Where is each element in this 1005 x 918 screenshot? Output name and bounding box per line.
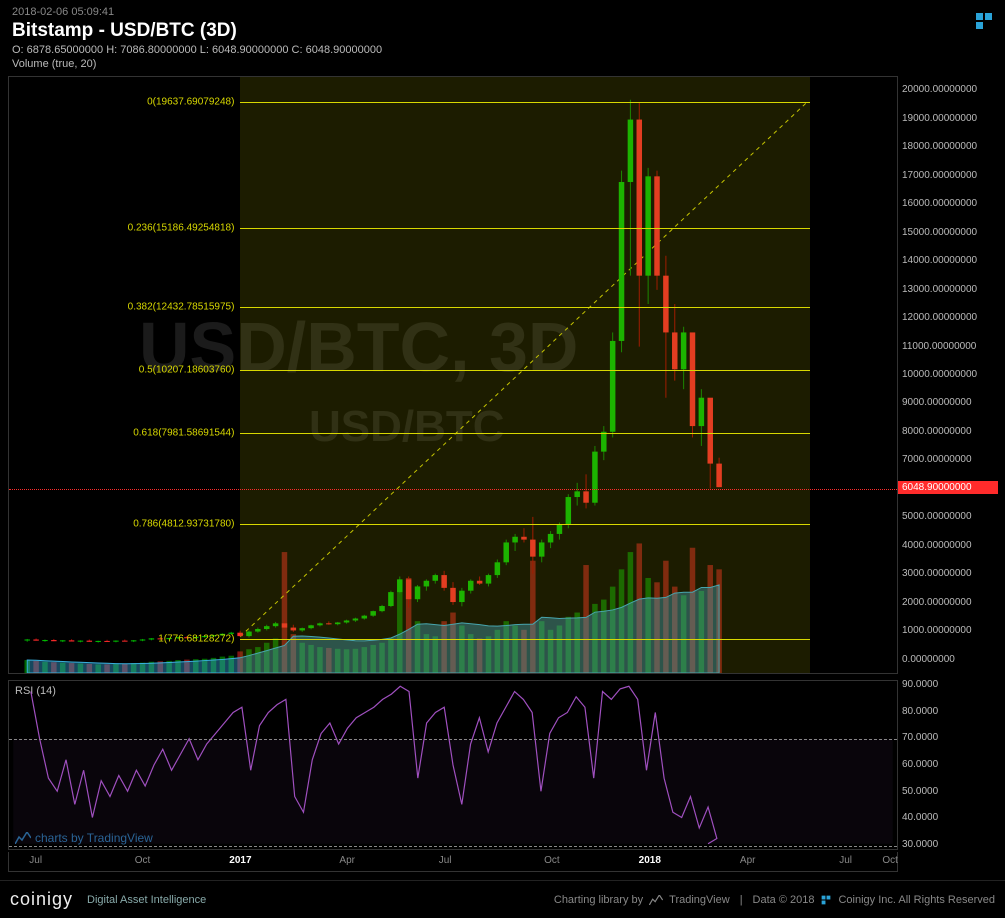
- price-tick: 2000.00000000: [902, 597, 972, 608]
- price-tick: 9000.00000000: [902, 397, 972, 408]
- rsi-band-line: [9, 739, 897, 740]
- price-tick: 3000.00000000: [902, 568, 972, 579]
- current-price-marker: 6048.90000000: [898, 481, 998, 494]
- rsi-tick: 30.0000: [902, 839, 938, 850]
- fib-label: 1(776.68128272): [158, 633, 234, 644]
- time-tick: Oct: [135, 855, 151, 866]
- tradingview-brand[interactable]: charts by TradingView: [15, 831, 153, 845]
- rsi-svg: [9, 681, 897, 849]
- price-tick: 10000.00000000: [902, 369, 977, 380]
- price-tick: 15000.00000000: [902, 227, 977, 238]
- price-tick: 20000.00000000: [902, 84, 977, 95]
- price-tick: 18000.00000000: [902, 141, 977, 152]
- time-tick: 2017: [229, 855, 251, 866]
- rsi-tick: 70.0000: [902, 732, 938, 743]
- price-tick: 17000.00000000: [902, 170, 977, 181]
- footer-tv[interactable]: TradingView: [669, 894, 730, 906]
- fib-line: [240, 102, 810, 103]
- fib-line: [240, 524, 810, 525]
- tradingview-brand-text: charts by TradingView: [35, 831, 153, 845]
- time-tick: Oct: [544, 855, 560, 866]
- timestamp: 2018-02-06 05:09:41: [12, 6, 382, 18]
- rsi-tick: 50.0000: [902, 786, 938, 797]
- footer-copyright: Data © 2018: [753, 894, 815, 906]
- price-tick: 4000.00000000: [902, 540, 972, 551]
- fib-label: 0.236(15186.49254818): [128, 223, 235, 234]
- fib-label: 0.786(4812.93731780): [133, 518, 234, 529]
- fib-label: 0.618(7981.58691544): [133, 428, 234, 439]
- fib-line: [240, 228, 810, 229]
- price-tick: 14000.00000000: [902, 255, 977, 266]
- rsi-tick: 60.0000: [902, 759, 938, 770]
- tradingview-icon: [649, 895, 663, 905]
- footer-right: Charting library by TradingView | Data ©…: [554, 894, 995, 906]
- volume-label: Volume (true, 20): [12, 58, 382, 70]
- time-tick: Jul: [439, 855, 452, 866]
- fib-label: 0.382(12432.78515975): [128, 301, 235, 312]
- rsi-tick: 90.0000: [902, 679, 938, 690]
- app-root: 2018-02-06 05:09:41 Bitstamp - USD/BTC (…: [0, 0, 1005, 918]
- fib-line: [240, 370, 810, 371]
- price-tick: 16000.00000000: [902, 198, 977, 209]
- chart-title: Bitstamp - USD/BTC (3D): [12, 20, 382, 42]
- price-tick: 7000.00000000: [902, 454, 972, 465]
- fib-label: 0(19637.69079248): [147, 96, 234, 107]
- fib-line: [240, 639, 810, 640]
- price-tick: 12000.00000000: [902, 312, 977, 323]
- current-price-line: [9, 489, 897, 490]
- fib-line: [240, 307, 810, 308]
- ohlc-high: 7086.80000000: [120, 44, 196, 56]
- coinigy-logo-icon[interactable]: [969, 6, 999, 36]
- rsi-tick: 40.0000: [902, 812, 938, 823]
- price-tick: 1000.00000000: [902, 625, 972, 636]
- price-tick: 13000.00000000: [902, 284, 977, 295]
- price-axis[interactable]: 0.00000000 1000.00000000 2000.00000000 3000…: [898, 76, 998, 674]
- rsi-pane[interactable]: RSI (14) charts by TradingView: [8, 680, 898, 850]
- rsi-tick: 80.0000: [902, 706, 938, 717]
- fib-label: 0.5(10207.18603760): [139, 365, 235, 376]
- fib-line: [240, 433, 810, 434]
- footer-rights: Coinigy Inc. All Rights Reserved: [838, 894, 995, 906]
- time-tick: Oct: [882, 855, 898, 866]
- time-tick: 2018: [639, 855, 661, 866]
- rsi-label: RSI (14): [15, 685, 56, 697]
- footer-brand-logo[interactable]: coinigy: [10, 889, 73, 910]
- ohlc-readout: O: 6878.65000000 H: 7086.80000000 L: 604…: [12, 44, 382, 56]
- footer-tagline: Digital Asset Intelligence: [87, 894, 206, 906]
- time-axis[interactable]: Jul Oct 2017 Apr Jul Oct 2018 Apr Jul Oct: [8, 852, 898, 872]
- time-tick: Apr: [339, 855, 355, 866]
- price-tick: 8000.00000000: [902, 426, 972, 437]
- footer: coinigy Digital Asset Intelligence Chart…: [0, 880, 1005, 918]
- highlight-zone: [240, 77, 810, 673]
- time-tick: Apr: [740, 855, 756, 866]
- price-tick: 11000.00000000: [902, 341, 976, 352]
- price-chart[interactable]: USD/BTC, 3D USD/BTC 0(19637.69079248)0.2…: [8, 76, 898, 674]
- price-tick: 5000.00000000: [902, 511, 972, 522]
- rsi-band-line: [9, 846, 897, 847]
- rsi-axis[interactable]: 30.0000 40.0000 50.0000 60.0000 70.0000 80.00…: [898, 680, 998, 850]
- chart-header: 2018-02-06 05:09:41 Bitstamp - USD/BTC (…: [12, 6, 382, 70]
- ohlc-close: 6048.90000000: [306, 44, 382, 56]
- price-tick: 0.00000000: [902, 654, 955, 665]
- footer-charting-label: Charting library by: [554, 894, 643, 906]
- time-tick: Jul: [839, 855, 852, 866]
- price-tick: 19000.00000000: [902, 113, 977, 124]
- ohlc-low: 6048.90000000: [212, 44, 288, 56]
- time-tick: Jul: [29, 855, 42, 866]
- coinigy-small-icon: [820, 894, 832, 906]
- ohlc-open: 6878.65000000: [27, 44, 103, 56]
